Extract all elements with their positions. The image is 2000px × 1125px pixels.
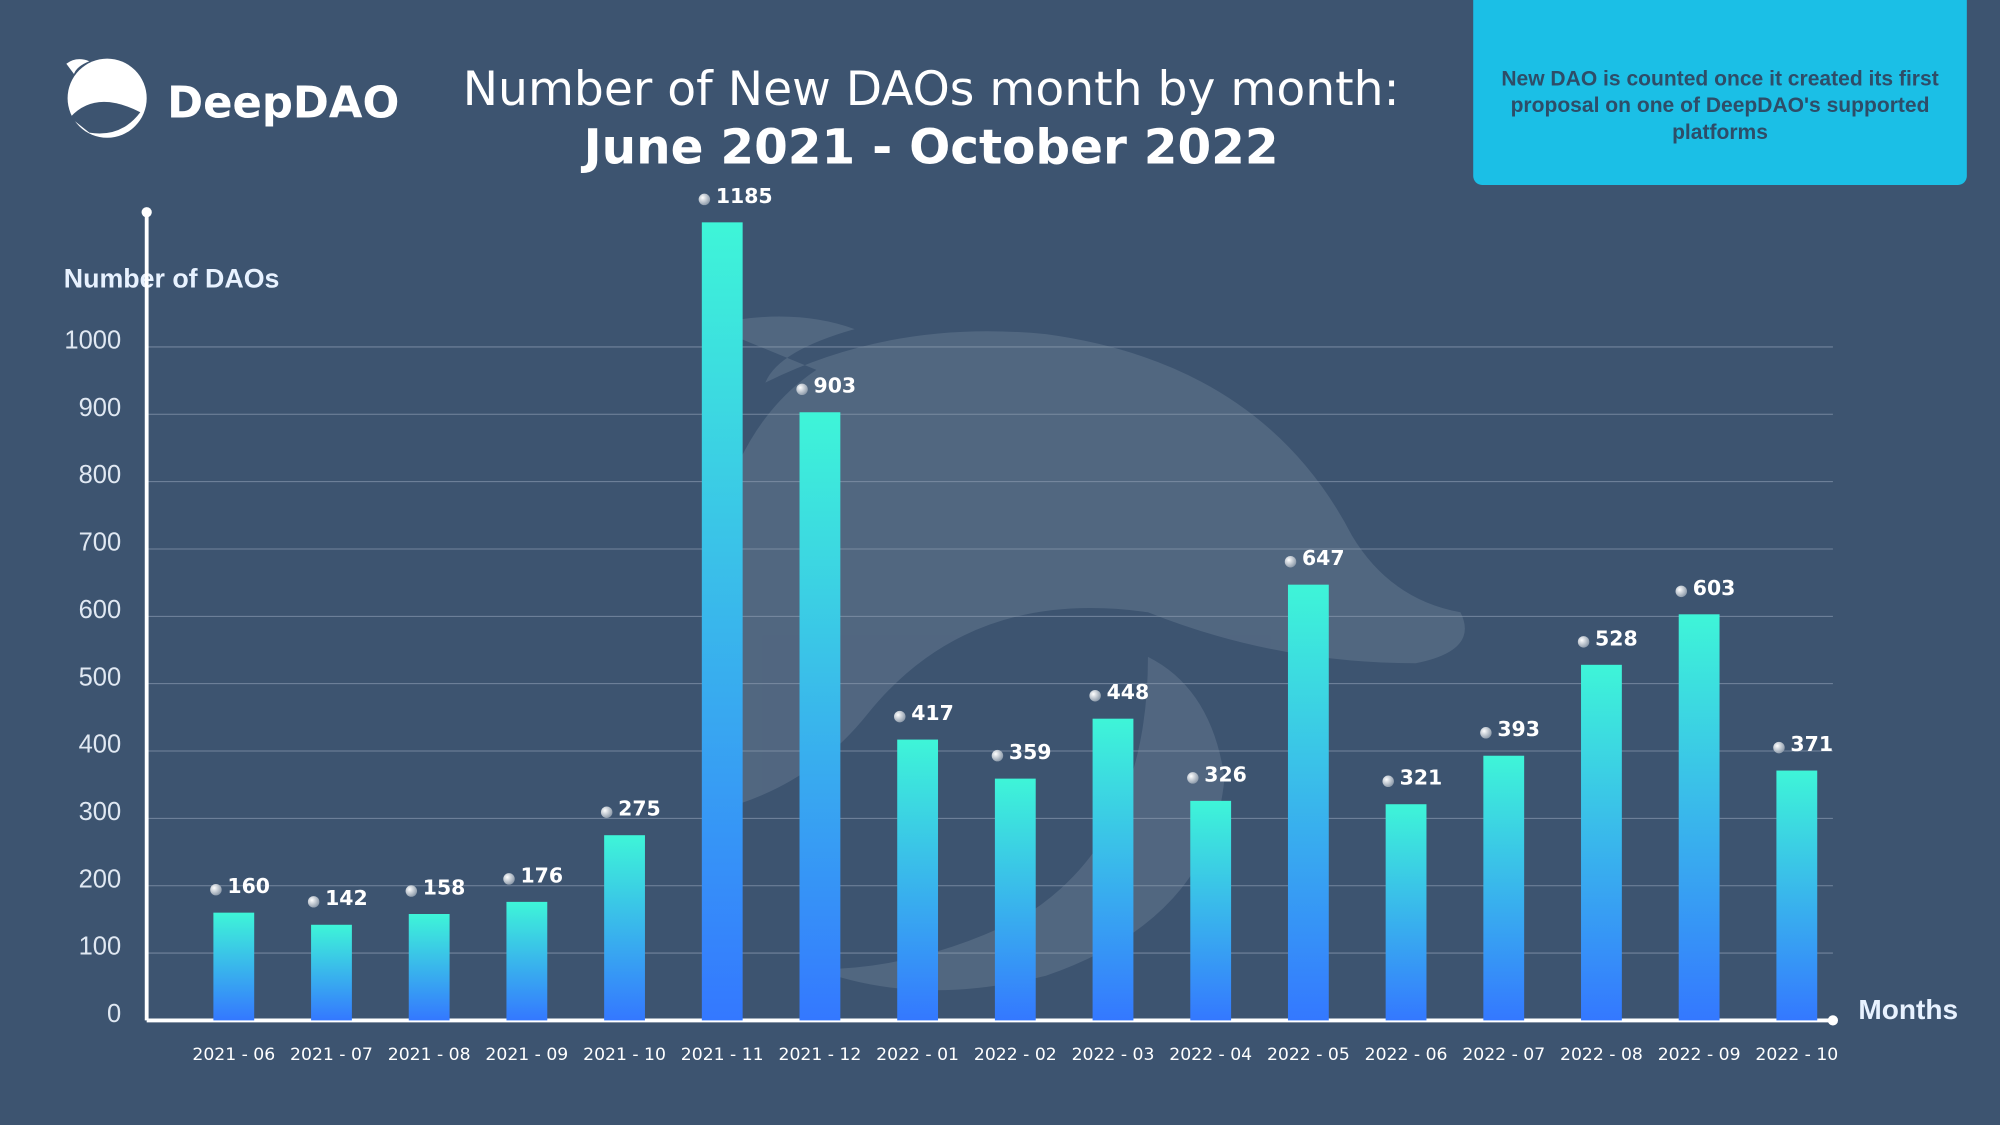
y-tick-label: 1000 [64,327,121,355]
bar [604,835,645,1021]
y-tick-label: 800 [79,461,122,489]
bar [1190,800,1232,1021]
y-tick-label: 400 [79,731,122,759]
note-box [1473,0,1967,185]
label-dot [894,710,906,723]
y-tick-label: 200 [79,865,122,893]
x-tick-label: 2021 - 07 [290,1045,373,1065]
bar [1092,718,1134,1021]
data-label: 359 [1009,740,1052,764]
data-label: 142 [325,886,368,910]
y-tick-label: 600 [79,596,122,624]
x-tick-label: 2021 - 11 [681,1045,764,1065]
label-dot [210,883,222,896]
y-tick-label: 900 [79,394,122,422]
x-tick-label: 2021 - 09 [485,1045,568,1065]
data-label: 448 [1107,680,1150,704]
y-tick-label: 300 [79,798,122,826]
x-tick-label: 2022 - 07 [1462,1045,1545,1065]
label-dot [1382,775,1394,788]
bar [1678,614,1720,1021]
label-dot [698,193,711,206]
y-tick-label: 500 [79,663,122,691]
label-dot [1773,741,1785,754]
bar [1483,755,1525,1021]
data-label: 647 [1302,546,1345,570]
data-label: 417 [911,701,954,725]
x-tick-label: 2022 - 02 [974,1045,1057,1065]
y-tick-label: 100 [79,933,122,961]
x-tick-label: 2022 - 01 [876,1045,959,1065]
data-label: 321 [1400,766,1443,790]
bar [897,739,939,1021]
label-dot [600,806,613,818]
data-label: 158 [423,875,466,899]
bar [1581,664,1622,1021]
x-tick-label: 2021 - 06 [192,1045,275,1065]
x-tick-label: 2022 - 04 [1169,1045,1252,1065]
data-label: 603 [1693,576,1736,600]
x-tick-label: 2021 - 12 [779,1045,862,1065]
x-tick-label: 2022 - 10 [1755,1045,1838,1065]
y-tick-label: 0 [107,1000,121,1028]
x-tick-label: 2022 - 06 [1365,1045,1448,1065]
data-label: 160 [227,874,270,898]
y-tick-label: 700 [79,529,122,557]
label-dot [405,885,418,897]
chart-subtitle: June 2021 - October 2022 [581,120,1279,176]
y-axis-label: Number of DAOs [64,264,280,294]
bar [311,924,352,1021]
label-dot [1577,636,1590,648]
x-tick-label: 2022 - 09 [1658,1045,1741,1065]
x-tick-label: 2021 - 08 [388,1045,471,1065]
data-label: 176 [520,863,563,887]
note-container: New DAO is counted once it created its f… [1501,67,1939,145]
data-label: 393 [1497,717,1540,741]
label-dot [1675,585,1688,598]
label-dot [1480,727,1492,739]
label-dot [503,873,515,885]
bar [1385,804,1427,1021]
y-axis-cap [141,207,152,218]
data-label: 1185 [716,184,773,208]
data-label: 275 [618,797,661,821]
x-tick-label: 2021 - 10 [583,1045,666,1065]
data-label: 903 [814,374,857,398]
label-dot [1187,772,1199,784]
x-tick-label: 2022 - 05 [1267,1045,1350,1065]
label-dot [796,383,808,396]
bar [799,412,841,1021]
logo: DeepDAO [66,58,399,138]
chart-title: Number of New DAOs month by month: [463,62,1400,117]
bar [994,778,1036,1021]
bar [701,222,743,1021]
plot: 0 100 200 300 400 500 600 700 800 900 1000 2021 - 0… [64,184,1838,1065]
brand: DeepDAO [167,78,399,128]
bar [213,912,255,1021]
bar [1776,770,1818,1021]
label-dot [1284,555,1297,568]
bar [506,901,548,1021]
data-label: 371 [1790,732,1833,756]
label-dot [1089,689,1101,702]
bar [1287,584,1329,1021]
data-label: 326 [1204,762,1247,786]
x-axis-label: Months [1858,994,1958,1025]
x-tick-label: 2022 - 03 [1072,1045,1155,1065]
x-axis-cap [1827,1015,1839,1026]
x-tick-label: 2022 - 08 [1560,1045,1643,1065]
bar [408,914,450,1021]
label-dot [307,896,320,908]
data-label: 528 [1595,626,1638,650]
label-dot [991,749,1004,762]
note: New DAO is counted once it created its f… [1501,67,1939,145]
